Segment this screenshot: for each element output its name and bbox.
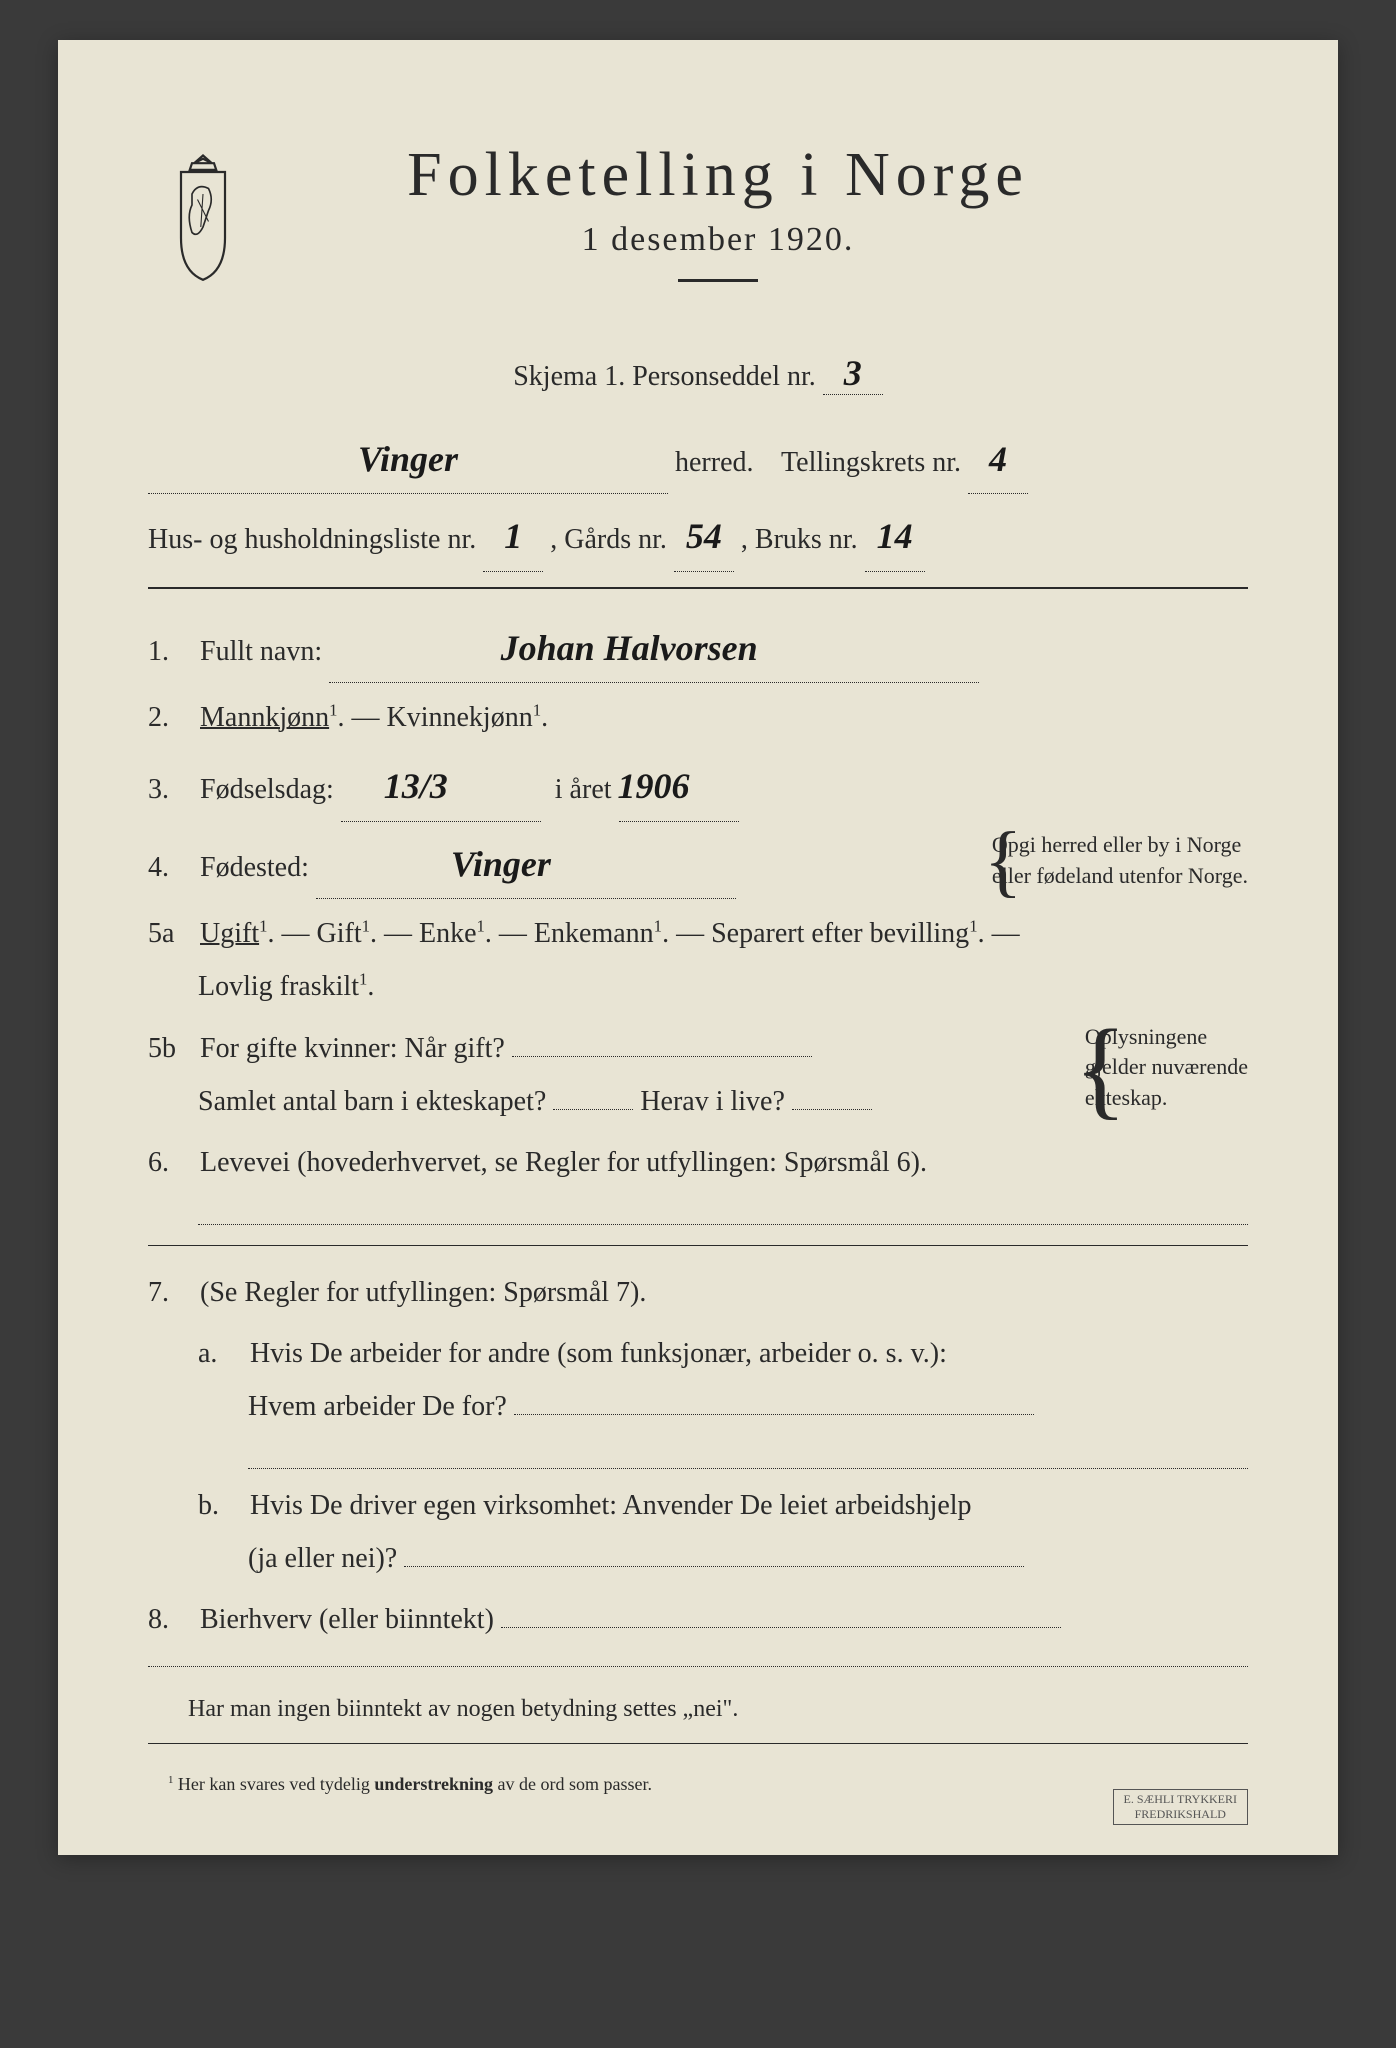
- tellingskrets-label: Tellingskrets nr.: [781, 447, 961, 478]
- footnote-bold: understrekning: [374, 1774, 493, 1794]
- q1-value: Johan Halvorsen: [329, 614, 979, 683]
- q5b-note1: Oplysningene: [1135, 1022, 1248, 1053]
- q6: 6. Levevei (hovederhvervet, se Regler fo…: [148, 1136, 1248, 1189]
- q1-label: Fullt navn:: [200, 636, 322, 667]
- bruks-nr: 14: [865, 502, 925, 571]
- bruks-label: , Bruks nr.: [741, 524, 858, 555]
- q3-day: 13/3: [341, 752, 541, 821]
- q6-label: Levevei (hovederhvervet, se Regler for u…: [200, 1147, 927, 1178]
- q7-label: (Se Regler for utfyllingen: Spørsmål 7).: [200, 1277, 646, 1308]
- stamp-line1: E. SÆHLI TRYKKERI: [1124, 1792, 1237, 1807]
- footer-note1: Har man ingen biinntekt av nogen betydni…: [148, 1687, 1248, 1733]
- q5b-note: { Oplysningene gjelder nuværende ekteska…: [1124, 1022, 1248, 1114]
- divider-3: [148, 1666, 1248, 1667]
- q7a: a. Hvis De arbeider for andre (som funks…: [148, 1327, 1248, 1433]
- q7: 7. (Se Regler for utfyllingen: Spørsmål …: [148, 1266, 1248, 1319]
- q8: 8. Bierhverv (eller biinntekt): [148, 1593, 1248, 1646]
- q1-num: 1.: [148, 625, 193, 678]
- q4-note: { Opgi herred eller by i Norge eller fød…: [1034, 830, 1248, 892]
- q5a-enkemann: Enkemann: [534, 918, 654, 949]
- crest-svg: [148, 150, 258, 282]
- q5b-num: 5b: [148, 1022, 193, 1075]
- q7b-text1: Hvis De driver egen virksomhet: Anvender…: [250, 1490, 972, 1521]
- gards-nr: 54: [674, 502, 734, 571]
- q8-num: 8.: [148, 1593, 193, 1646]
- q5a-gift: Gift: [317, 918, 362, 949]
- title-block: Folketelling i Norge 1 desember 1920.: [288, 140, 1248, 312]
- q4-note1: Opgi herred eller by i Norge: [1042, 830, 1248, 861]
- q7b-text2: (ja eller nei)?: [248, 1543, 397, 1574]
- q6-fill: [198, 1199, 1248, 1225]
- q4-num: 4.: [148, 841, 193, 894]
- hus-line: Hus- og husholdningsliste nr. 1 , Gårds …: [148, 502, 1248, 571]
- q7-num: 7.: [148, 1266, 193, 1319]
- coat-of-arms-icon: [148, 150, 258, 280]
- q2-kvinne: Kvinnekjønn: [387, 702, 533, 733]
- q7a-text2: Hvem arbeider De for?: [248, 1391, 507, 1422]
- printer-stamp: E. SÆHLI TRYKKERI FREDRIKSHALD: [1113, 1789, 1248, 1825]
- divider-2: [148, 1245, 1248, 1246]
- q7a-letter: a.: [198, 1327, 243, 1380]
- q5b-label: For gifte kvinner: Når gift?: [200, 1033, 505, 1064]
- divider: [678, 279, 758, 282]
- hus-label: Hus- og husholdningsliste nr.: [148, 524, 476, 555]
- q3: 3. Fødselsdag: 13/3 i året 1906: [148, 752, 1248, 821]
- main-title: Folketelling i Norge: [288, 140, 1148, 211]
- q5a-num: 5a: [148, 907, 193, 960]
- q3-year-label: i året: [555, 774, 612, 805]
- q7a-fill: [248, 1443, 1248, 1469]
- q4-label: Fødested:: [200, 852, 309, 883]
- footnote-suffix: av de ord som passer.: [493, 1774, 652, 1794]
- q3-label: Fødselsdag:: [200, 774, 334, 805]
- stamp-line2: FREDRIKSHALD: [1124, 1807, 1237, 1822]
- q5b: 5b For gifte kvinner: Når gift? Samlet a…: [148, 1022, 1248, 1128]
- q7a-text1: Hvis De arbeider for andre (som funksjon…: [250, 1338, 947, 1369]
- q7b: b. Hvis De driver egen virksomhet: Anven…: [148, 1479, 1248, 1585]
- q8-label: Bierhverv (eller biinntekt): [200, 1604, 494, 1635]
- q4-value: Vinger: [316, 830, 736, 899]
- census-form: Folketelling i Norge 1 desember 1920. Sk…: [58, 40, 1338, 1855]
- q1: 1. Fullt navn: Johan Halvorsen: [148, 614, 1248, 683]
- q5b-barn: Samlet antal barn i ekteskapet?: [198, 1086, 546, 1117]
- q5a-fraskilt: Lovlig fraskilt: [198, 971, 359, 1002]
- q2-num: 2.: [148, 691, 193, 744]
- herred-label: herred.: [675, 447, 754, 478]
- tellingskrets-nr: 4: [968, 425, 1028, 494]
- skjema-label: Skjema 1. Personseddel nr.: [513, 361, 816, 392]
- herred-value: Vinger: [148, 425, 668, 494]
- q5b-note3: ekteskap.: [1135, 1083, 1248, 1114]
- footnote: 1 Her kan svares ved tydelig understrekn…: [148, 1774, 1248, 1795]
- q5b-note2: gjelder nuværende: [1135, 1052, 1248, 1083]
- gards-label: , Gårds nr.: [550, 524, 667, 555]
- q5b-live: Herav i live?: [640, 1086, 785, 1117]
- q4: 4. Fødested: Vinger { Opgi herred eller …: [148, 830, 1248, 899]
- divider-4: [148, 1743, 1248, 1744]
- section-divider: [148, 587, 1248, 589]
- header: Folketelling i Norge 1 desember 1920.: [148, 140, 1248, 312]
- q5a-ugift: Ugift: [200, 918, 259, 949]
- q5a-enke: Enke: [419, 918, 477, 949]
- hus-nr: 1: [483, 502, 543, 571]
- q3-num: 3.: [148, 763, 193, 816]
- footnote-sup: 1: [168, 1774, 173, 1786]
- q3-year: 1906: [619, 752, 739, 821]
- herred-line: Vinger herred. Tellingskrets nr. 4: [148, 425, 1248, 494]
- q7b-letter: b.: [198, 1479, 243, 1532]
- skjema-line: Skjema 1. Personseddel nr. 3: [148, 352, 1248, 395]
- footnote-text: Her kan svares ved tydelig: [178, 1774, 374, 1794]
- q4-note2: eller fødeland utenfor Norge.: [1042, 861, 1248, 892]
- subtitle: 1 desember 1920.: [288, 221, 1148, 259]
- q5a: 5a Ugift1. — Gift1. — Enke1. — Enkemann1…: [148, 907, 1248, 1013]
- q6-num: 6.: [148, 1136, 193, 1189]
- q2: 2. Mannkjønn1. — Kvinnekjønn1.: [148, 691, 1248, 744]
- personseddel-nr: 3: [823, 352, 883, 395]
- q2-mann: Mannkjønn: [200, 702, 329, 733]
- q5a-separert: Separert efter bevilling: [711, 918, 969, 949]
